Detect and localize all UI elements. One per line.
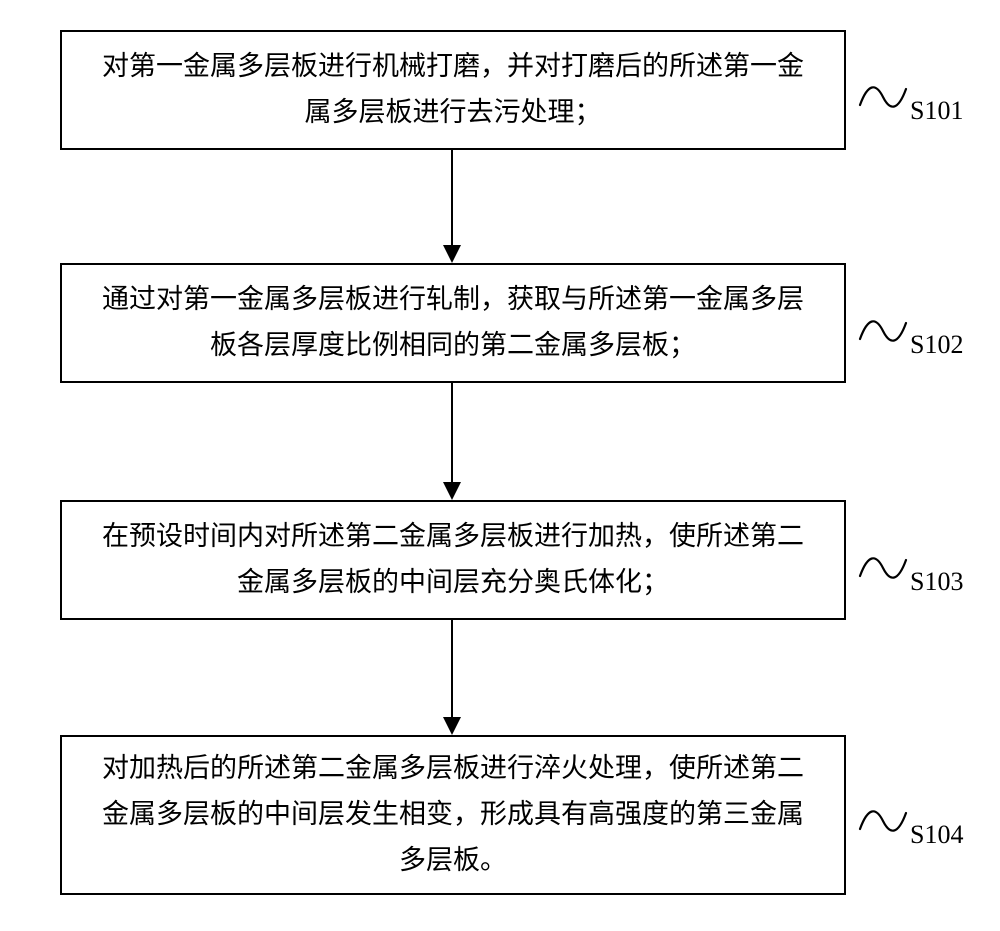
- arrow-line: [451, 383, 453, 484]
- arrow-line: [451, 620, 453, 719]
- step-text: 对第一金属多层板进行机械打磨，并对打磨后的所述第一金属多层板进行去污处理；: [96, 44, 810, 136]
- squiggle-connector: [858, 799, 908, 843]
- step-label-s104: S104: [910, 820, 963, 850]
- step-box-s103: 在预设时间内对所述第二金属多层板进行加热，使所述第二金属多层板的中间层充分奥氏体…: [60, 500, 846, 620]
- step-label-s101: S101: [910, 96, 963, 126]
- squiggle-connector: [858, 546, 908, 590]
- flowchart-canvas: 对第一金属多层板进行机械打磨，并对打磨后的所述第一金属多层板进行去污处理； S10…: [0, 0, 1000, 931]
- squiggle-connector: [858, 75, 908, 119]
- step-label-s103: S103: [910, 567, 963, 597]
- step-text: 在预设时间内对所述第二金属多层板进行加热，使所述第二金属多层板的中间层充分奥氏体…: [96, 514, 810, 606]
- arrow-head-icon: [443, 245, 461, 263]
- step-label-s102: S102: [910, 330, 963, 360]
- step-text: 对加热后的所述第二金属多层板进行淬火处理，使所述第二金属多层板的中间层发生相变，…: [96, 746, 810, 884]
- arrow-head-icon: [443, 482, 461, 500]
- step-box-s102: 通过对第一金属多层板进行轧制，获取与所述第一金属多层板各层厚度比例相同的第二金属…: [60, 263, 846, 383]
- squiggle-connector: [858, 309, 908, 353]
- step-text: 通过对第一金属多层板进行轧制，获取与所述第一金属多层板各层厚度比例相同的第二金属…: [96, 277, 810, 369]
- step-box-s101: 对第一金属多层板进行机械打磨，并对打磨后的所述第一金属多层板进行去污处理；: [60, 30, 846, 150]
- arrow-line: [451, 150, 453, 247]
- arrow-head-icon: [443, 717, 461, 735]
- step-box-s104: 对加热后的所述第二金属多层板进行淬火处理，使所述第二金属多层板的中间层发生相变，…: [60, 735, 846, 895]
